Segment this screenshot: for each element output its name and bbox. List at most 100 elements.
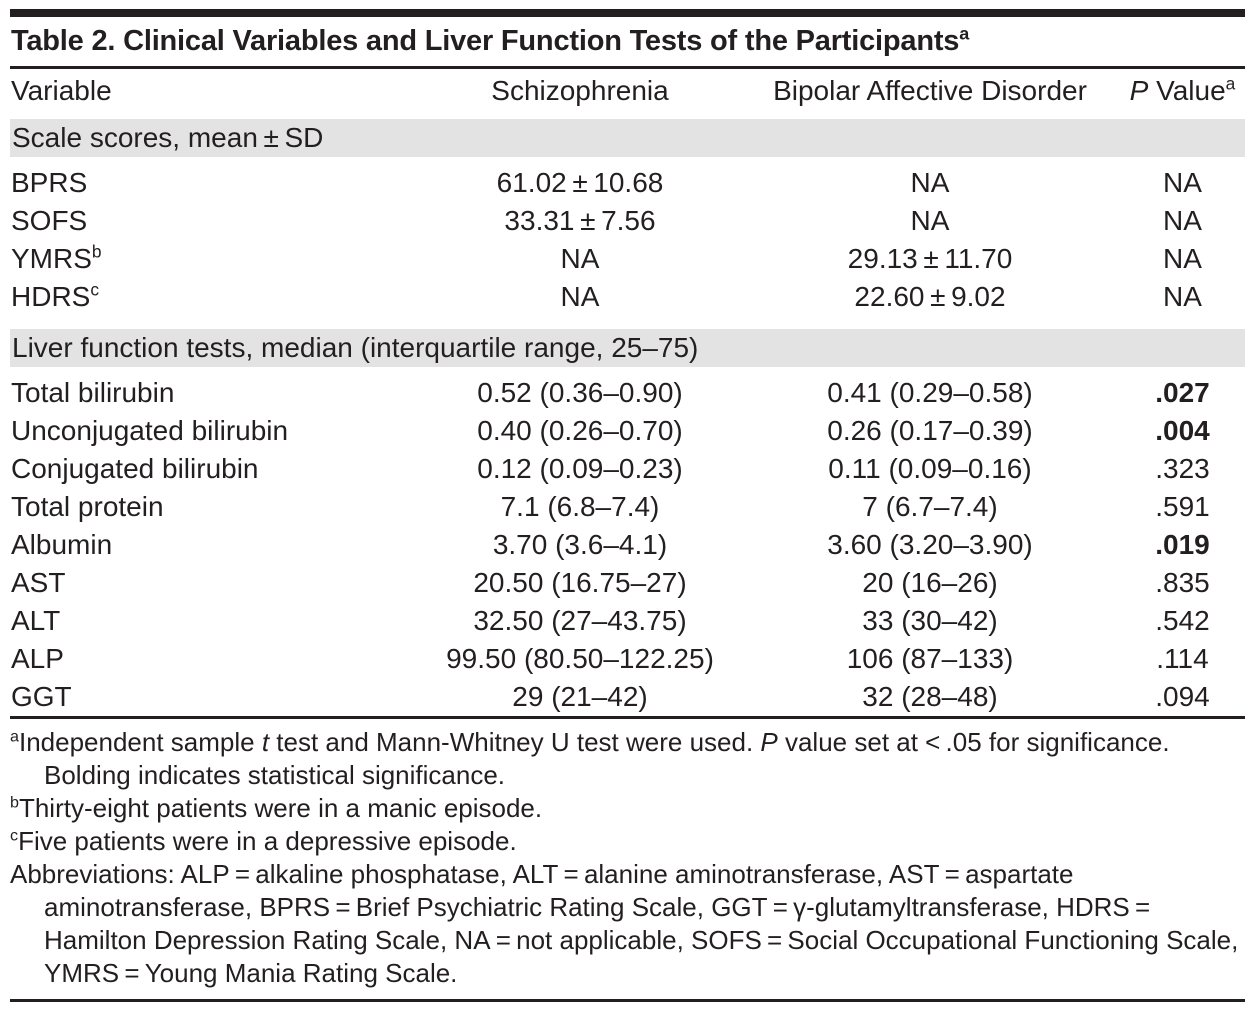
table-title-text: Table 2. Clinical Variables and Liver Fu… (11, 25, 960, 57)
pvalue-cell: NA (1163, 167, 1202, 198)
pvalue-cell: NA (1163, 281, 1202, 312)
pvalue-cell: .027 (1155, 377, 1210, 408)
pvalue-cell: .542 (1155, 605, 1210, 636)
table-row: ALT 32.50 (27–43.75) 33 (30–42) .542 (10, 602, 1245, 640)
bipolar-cell: 7 (6.7–7.4) (862, 491, 998, 522)
pvalue-cell: .323 (1155, 453, 1210, 484)
column-header-pvalue-text: Value (1148, 75, 1226, 106)
table-row: BPRS 61.02 ± 10.68 NA NA (10, 161, 1245, 203)
variable-cell: HDRSc (11, 279, 100, 312)
column-header-schizophrenia-text: Schizophrenia (491, 75, 669, 106)
bipolar-cell: 106 (87–133) (846, 643, 1014, 674)
table-row: HDRSc NA 22.60 ± 9.02 NA (10, 278, 1245, 323)
variable-cell: SOFS (11, 205, 88, 236)
bipolar-cell: 33 (30–42) (862, 605, 998, 636)
schizophrenia-cell: 61.02 ± 10.68 (496, 167, 664, 198)
variable-cell: ALT (11, 605, 61, 636)
footnote-text: value set at < .05 for significance. Bol… (44, 727, 1170, 790)
footnote-text: Independent sample (18, 727, 262, 757)
schizophrenia-cell: 3.70 (3.6–4.1) (492, 529, 668, 560)
bipolar-cell: 0.26 (0.17–0.39) (827, 415, 1033, 446)
variable-cell: Albumin (11, 529, 113, 560)
section-label: Scale scores, mean ± SD (10, 115, 1245, 164)
variable-cell: YMRSb (11, 241, 102, 274)
table-row: YMRSb NA 29.13 ± 11.70 NA (10, 240, 1245, 278)
footnote-text: Thirty-eight patients were in a manic ep… (18, 793, 543, 823)
table-header: Variable Schizophrenia Bipolar Affective… (10, 69, 1245, 118)
schizophrenia-cell: 29 (21–42) (512, 681, 648, 712)
column-header-variable: Variable (10, 69, 420, 118)
schizophrenia-cell: NA (560, 281, 600, 312)
footnote-abbreviations: Abbreviations: ALP = alkaline phosphatas… (10, 858, 1245, 990)
pvalue-cell: .114 (1156, 643, 1209, 674)
variable-cell: Total bilirubin (11, 377, 175, 408)
bipolar-cell: 20 (16–26) (862, 567, 998, 598)
footnote-marker: b (10, 793, 19, 812)
table-row: Conjugated bilirubin 0.12 (0.09–0.23) 0.11… (10, 450, 1245, 488)
bipolar-cell: NA (910, 167, 950, 198)
footnote-b: bThirty-eight patients were in a manic e… (10, 792, 1245, 825)
bottom-rule-bar (10, 999, 1245, 1002)
table-row: AST 20.50 (16.75–27) 20 (16–26) .835 (10, 564, 1245, 602)
pvalue-cell: .835 (1155, 567, 1210, 598)
variable-superscript: c (90, 279, 100, 300)
table-row: GGT 29 (21–42) 32 (28–48) .094 (10, 678, 1245, 718)
table-row: ALP 99.50 (80.50–122.25) 106 (87–133) .114 (10, 640, 1245, 678)
column-header-pvalue-italic-p: P (1129, 75, 1149, 106)
table-row: Unconjugated bilirubin 0.40 (0.26–0.70) 0.… (10, 412, 1245, 450)
bipolar-cell: 3.60 (3.20–3.90) (827, 529, 1033, 560)
bipolar-cell: 0.41 (0.29–0.58) (827, 377, 1033, 408)
footnote-c: cFive patients were in a depressive epis… (10, 825, 1245, 858)
footnotes-block: aIndependent sample t test and Mann-Whit… (10, 719, 1245, 990)
schizophrenia-cell: 20.50 (16.75–27) (473, 567, 687, 598)
table-row: Total protein 7.1 (6.8–7.4) 7 (6.7–7.4) .59… (10, 488, 1245, 526)
footnote-text: Five patients were in a depressive episo… (18, 826, 517, 856)
bipolar-cell: 29.13 ± 11.70 (847, 243, 1013, 274)
variable-cell: Total protein (11, 491, 164, 522)
pvalue-cell: .591 (1155, 491, 1210, 522)
pvalue-cell: .094 (1155, 681, 1210, 712)
variable-superscript: b (91, 241, 102, 262)
schizophrenia-cell: 99.50 (80.50–122.25) (446, 643, 714, 674)
column-header-bipolar-text: Bipolar Affective Disorder (773, 75, 1087, 106)
schizophrenia-cell: 0.40 (0.26–0.70) (477, 415, 683, 446)
footnote-marker: c (10, 826, 19, 845)
schizophrenia-cell: 7.1 (6.8–7.4) (500, 491, 660, 522)
bipolar-cell: NA (910, 205, 950, 236)
pvalue-cell: NA (1163, 243, 1202, 274)
column-header-variable-text: Variable (11, 75, 112, 106)
header-row: Variable Schizophrenia Bipolar Affective… (10, 69, 1245, 118)
table-title-superscript: a (959, 23, 970, 44)
clinical-variables-table: Variable Schizophrenia Bipolar Affective… (10, 69, 1245, 719)
variable-cell: Unconjugated bilirubin (11, 415, 289, 446)
table-row: Albumin 3.70 (3.6–4.1) 3.60 (3.20–3.90) .01… (10, 526, 1245, 564)
bipolar-cell: 22.60 ± 9.02 (854, 281, 1006, 312)
footnote-italic-text: P (760, 727, 778, 757)
table-title: Table 2. Clinical Variables and Liver Fu… (10, 17, 1245, 69)
footnote-marker: a (10, 727, 19, 746)
schizophrenia-cell: 33.31 ± 7.56 (504, 205, 656, 236)
table-row: Total bilirubin 0.52 (0.36–0.90) 0.41 (0.2… (10, 371, 1245, 413)
schizophrenia-cell: 0.12 (0.09–0.23) (477, 453, 683, 484)
variable-cell: BPRS (11, 167, 88, 198)
section-header-row: Liver function tests, median (interquart… (10, 316, 1245, 374)
footnote-text: Abbreviations: ALP = alkaline phosphatas… (10, 859, 1239, 988)
variable-cell: ALP (11, 643, 64, 674)
column-header-schizophrenia: Schizophrenia (420, 69, 740, 118)
table-body: Scale scores, mean ± SD BPRS 61.02 ± 10.68… (10, 115, 1245, 718)
schizophrenia-cell: NA (560, 243, 600, 274)
footnote-text: test and Mann-Whitney U test were used. (269, 727, 761, 757)
bipolar-cell: 0.11 (0.09–0.16) (828, 453, 1032, 484)
column-header-pvalue-superscript: a (1225, 73, 1236, 94)
top-rule-bar (10, 9, 1245, 17)
footnote-a: aIndependent sample t test and Mann-Whit… (10, 726, 1245, 792)
variable-cell: GGT (11, 681, 72, 712)
bipolar-cell: 32 (28–48) (862, 681, 998, 712)
variable-cell: AST (11, 567, 66, 598)
pvalue-cell: .019 (1155, 529, 1210, 560)
schizophrenia-cell: 32.50 (27–43.75) (473, 605, 687, 636)
column-header-pvalue: P Valuea (1120, 69, 1245, 118)
section-header-row: Scale scores, mean ± SD (10, 115, 1245, 164)
section-label: Liver function tests, median (interquart… (10, 316, 1245, 374)
footnote-italic-text: t (261, 727, 270, 757)
